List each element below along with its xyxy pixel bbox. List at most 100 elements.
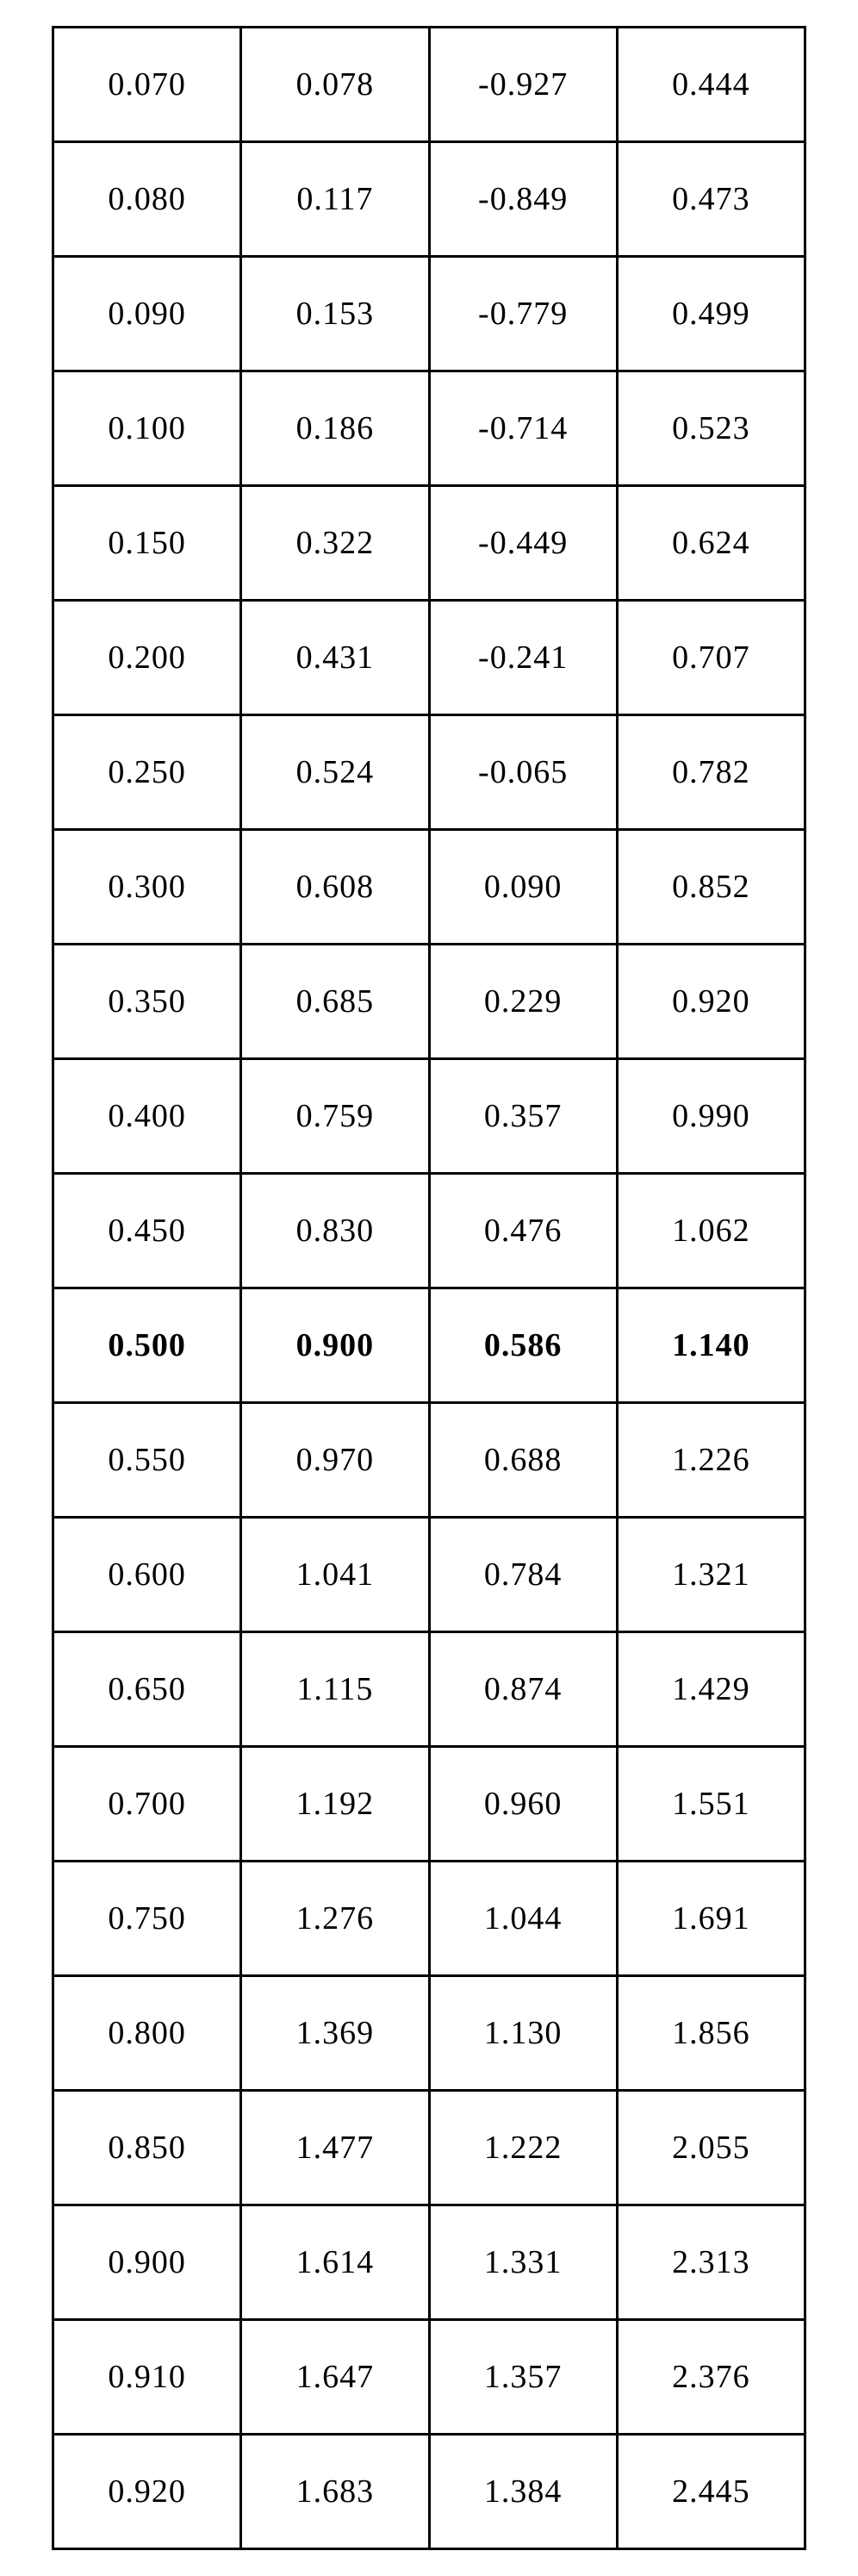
- cell: 0.250: [53, 715, 241, 830]
- cell: 0.117: [241, 142, 429, 257]
- cell: 0.990: [617, 1059, 805, 1174]
- cell: 0.960: [429, 1747, 617, 1862]
- cell: 0.852: [617, 830, 805, 945]
- cell: 0.586: [429, 1288, 617, 1403]
- cell: 2.445: [617, 2435, 805, 2549]
- cell: 1.222: [429, 2091, 617, 2205]
- table-body: 0.070 0.078 -0.927 0.444 0.080 0.117 -0.…: [53, 28, 805, 2549]
- table-row: 0.300 0.608 0.090 0.852: [53, 830, 805, 945]
- cell: -0.241: [429, 601, 617, 715]
- cell: 0.150: [53, 486, 241, 601]
- table-row-bold: 0.500 0.900 0.586 1.140: [53, 1288, 805, 1403]
- cell: -0.065: [429, 715, 617, 830]
- table-row: 0.070 0.078 -0.927 0.444: [53, 28, 805, 142]
- cell: 0.900: [53, 2205, 241, 2320]
- cell: 0.750: [53, 1862, 241, 1976]
- cell: 1.384: [429, 2435, 617, 2549]
- cell: 0.830: [241, 1174, 429, 1288]
- cell: 0.444: [617, 28, 805, 142]
- cell: 1.140: [617, 1288, 805, 1403]
- cell: 1.429: [617, 1632, 805, 1747]
- table-row: 0.550 0.970 0.688 1.226: [53, 1403, 805, 1518]
- cell: 1.331: [429, 2205, 617, 2320]
- cell: 0.431: [241, 601, 429, 715]
- cell: 0.874: [429, 1632, 617, 1747]
- cell: 0.500: [53, 1288, 241, 1403]
- cell: 0.322: [241, 486, 429, 601]
- cell: 1.041: [241, 1518, 429, 1632]
- table-row: 0.100 0.186 -0.714 0.523: [53, 371, 805, 486]
- table-row: 0.700 1.192 0.960 1.551: [53, 1747, 805, 1862]
- cell: 0.153: [241, 257, 429, 371]
- cell: 0.186: [241, 371, 429, 486]
- cell: 0.080: [53, 142, 241, 257]
- cell: 1.357: [429, 2320, 617, 2435]
- cell: 2.313: [617, 2205, 805, 2320]
- cell: 1.551: [617, 1747, 805, 1862]
- cell: 1.691: [617, 1862, 805, 1976]
- cell: 1.226: [617, 1403, 805, 1518]
- cell: 0.499: [617, 257, 805, 371]
- cell: 0.476: [429, 1174, 617, 1288]
- cell: 1.192: [241, 1747, 429, 1862]
- cell: 0.100: [53, 371, 241, 486]
- cell: 0.700: [53, 1747, 241, 1862]
- cell: 0.350: [53, 945, 241, 1059]
- cell: 0.759: [241, 1059, 429, 1174]
- cell: 0.688: [429, 1403, 617, 1518]
- table-row: 0.800 1.369 1.130 1.856: [53, 1976, 805, 2091]
- cell: 2.376: [617, 2320, 805, 2435]
- cell: 0.920: [617, 945, 805, 1059]
- cell: -0.714: [429, 371, 617, 486]
- cell: 0.707: [617, 601, 805, 715]
- cell: 0.550: [53, 1403, 241, 1518]
- table-row: 0.150 0.322 -0.449 0.624: [53, 486, 805, 601]
- cell: 1.856: [617, 1976, 805, 2091]
- data-table: 0.070 0.078 -0.927 0.444 0.080 0.117 -0.…: [52, 26, 806, 2550]
- cell: 0.300: [53, 830, 241, 945]
- cell: 0.910: [53, 2320, 241, 2435]
- table-row: 0.450 0.830 0.476 1.062: [53, 1174, 805, 1288]
- table-row: 0.090 0.153 -0.779 0.499: [53, 257, 805, 371]
- cell: 0.090: [429, 830, 617, 945]
- cell: 1.614: [241, 2205, 429, 2320]
- cell: -0.779: [429, 257, 617, 371]
- cell: 0.600: [53, 1518, 241, 1632]
- table-row: 0.080 0.117 -0.849 0.473: [53, 142, 805, 257]
- cell: 0.090: [53, 257, 241, 371]
- table-row: 0.910 1.647 1.357 2.376: [53, 2320, 805, 2435]
- page: 0.070 0.078 -0.927 0.444 0.080 0.117 -0.…: [0, 0, 858, 2576]
- table-row: 0.920 1.683 1.384 2.445: [53, 2435, 805, 2549]
- cell: 0.200: [53, 601, 241, 715]
- cell: 0.400: [53, 1059, 241, 1174]
- cell: 0.800: [53, 1976, 241, 2091]
- table-row: 0.900 1.614 1.331 2.313: [53, 2205, 805, 2320]
- table-row: 0.400 0.759 0.357 0.990: [53, 1059, 805, 1174]
- cell: 0.078: [241, 28, 429, 142]
- table-row: 0.200 0.431 -0.241 0.707: [53, 601, 805, 715]
- cell: 0.782: [617, 715, 805, 830]
- cell: 0.850: [53, 2091, 241, 2205]
- cell: 2.055: [617, 2091, 805, 2205]
- cell: 0.450: [53, 1174, 241, 1288]
- cell: 0.229: [429, 945, 617, 1059]
- cell: 0.070: [53, 28, 241, 142]
- cell: 1.276: [241, 1862, 429, 1976]
- cell: 0.473: [617, 142, 805, 257]
- table-row: 0.650 1.115 0.874 1.429: [53, 1632, 805, 1747]
- cell: 1.115: [241, 1632, 429, 1747]
- cell: 1.683: [241, 2435, 429, 2549]
- table-row: 0.600 1.041 0.784 1.321: [53, 1518, 805, 1632]
- cell: 0.523: [617, 371, 805, 486]
- table-row: 0.250 0.524 -0.065 0.782: [53, 715, 805, 830]
- cell: 1.477: [241, 2091, 429, 2205]
- table-row: 0.350 0.685 0.229 0.920: [53, 945, 805, 1059]
- cell: 0.524: [241, 715, 429, 830]
- cell: -0.849: [429, 142, 617, 257]
- cell: 0.900: [241, 1288, 429, 1403]
- cell: 0.624: [617, 486, 805, 601]
- cell: 1.062: [617, 1174, 805, 1288]
- cell: 1.044: [429, 1862, 617, 1976]
- cell: 0.784: [429, 1518, 617, 1632]
- table-row: 0.850 1.477 1.222 2.055: [53, 2091, 805, 2205]
